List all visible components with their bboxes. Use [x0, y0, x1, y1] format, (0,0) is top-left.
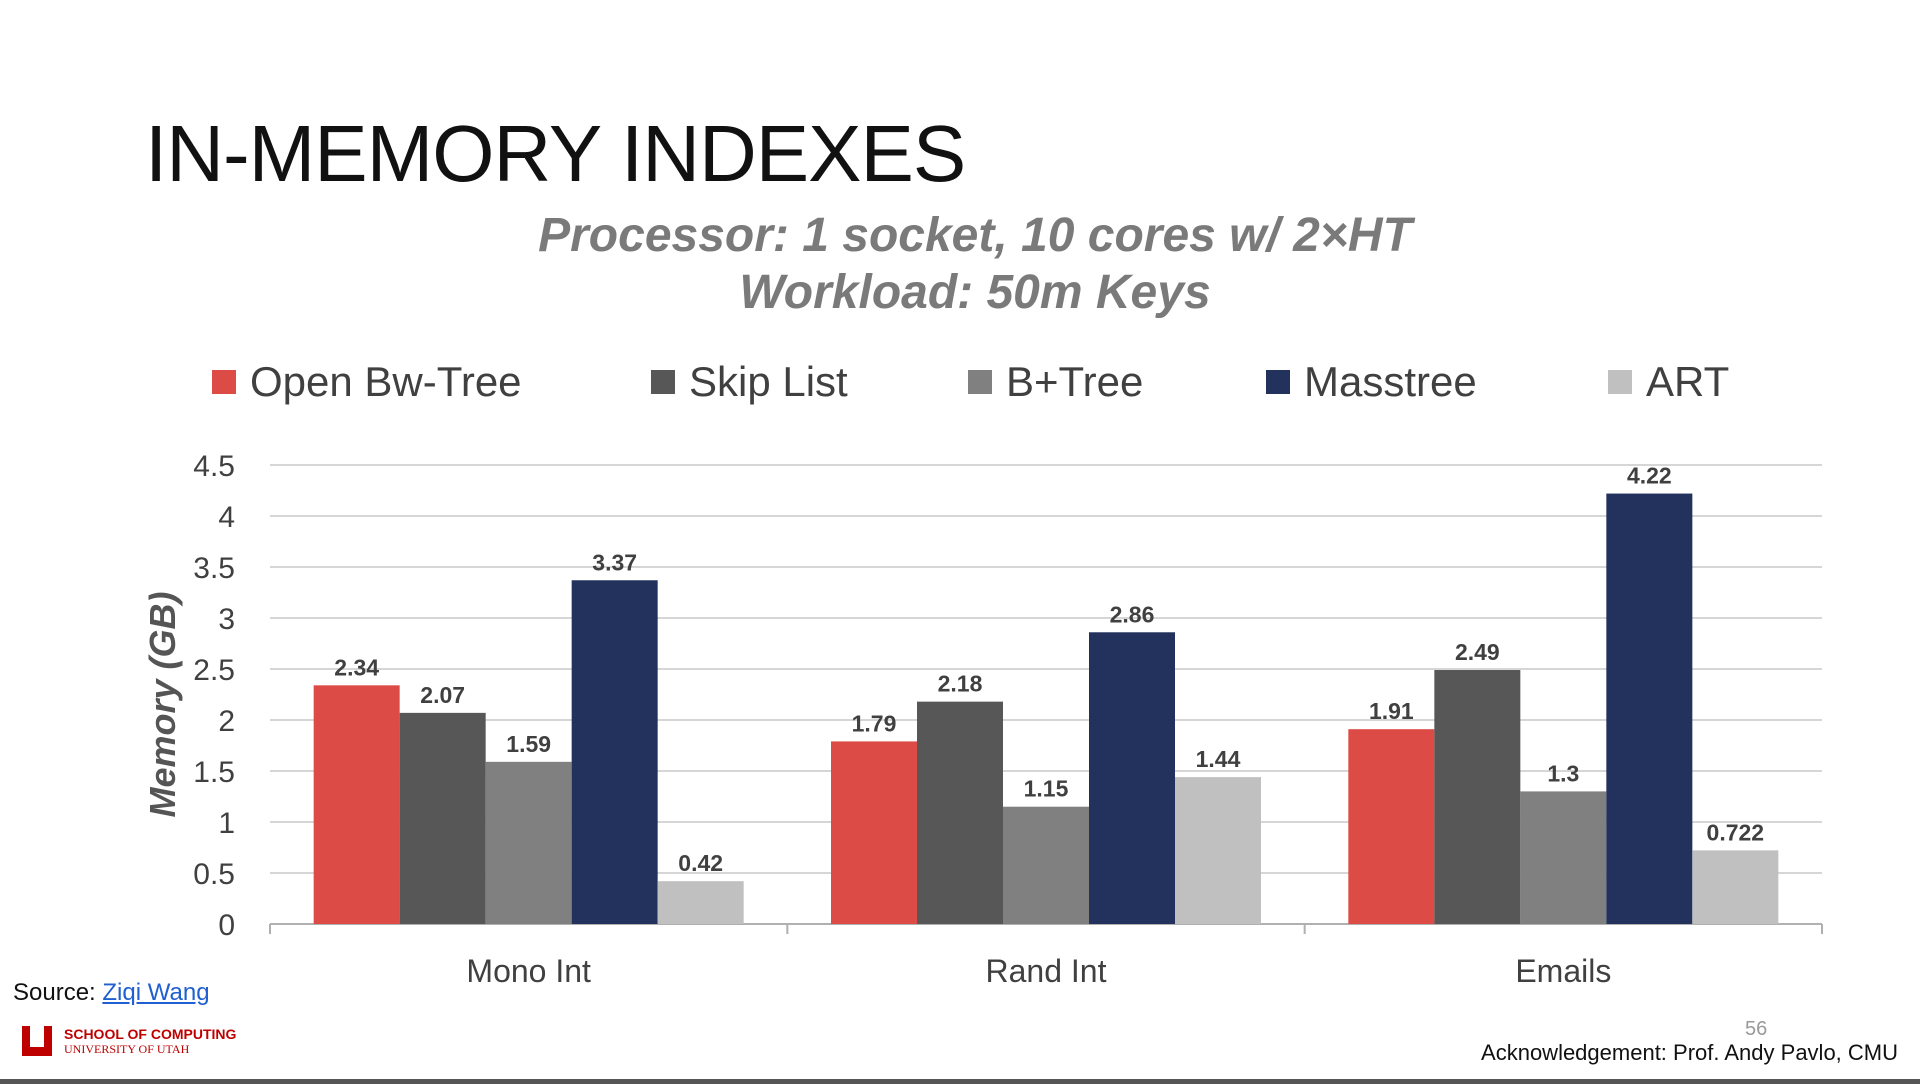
bar — [313, 685, 400, 924]
bar — [571, 580, 658, 924]
bar — [485, 761, 572, 924]
y-tick-label: 2 — [218, 705, 235, 738]
data-label: 4.22 — [1627, 463, 1672, 489]
page-number: 56 — [1745, 1018, 1768, 1040]
legend-swatch — [212, 370, 236, 394]
y-tick-label: 3.5 — [193, 552, 235, 585]
data-label: 2.86 — [1110, 601, 1155, 627]
data-label: 0.722 — [1707, 819, 1765, 845]
bottom-rule — [0, 1079, 1920, 1084]
data-label: 0.42 — [678, 850, 723, 876]
data-label: 2.34 — [334, 654, 379, 680]
y-tick-label: 1.5 — [193, 756, 235, 789]
y-tick-label: 0.5 — [193, 858, 235, 891]
data-label: 1.15 — [1024, 776, 1069, 802]
legend-swatch — [968, 370, 992, 394]
chart-subtitle-processor: Processor: 1 socket, 10 cores w/ 2×HT — [538, 209, 1412, 262]
legend-swatch — [1266, 370, 1290, 394]
bar — [1175, 777, 1261, 924]
bar — [657, 881, 744, 924]
legend-label: Skip List — [689, 358, 848, 405]
source-label: Source: — [13, 979, 96, 1006]
y-tick-label: 3 — [218, 603, 235, 636]
bar — [1520, 791, 1607, 924]
chart-subtitle-workload: Workload: 50m Keys — [739, 266, 1211, 319]
y-tick-label: 2.5 — [193, 654, 235, 687]
source-note: Source: Ziqi Wang — [13, 979, 210, 1007]
utah-u-icon — [22, 1026, 52, 1056]
y-tick-label: 1 — [218, 807, 235, 840]
logo-university-text: UNIVERSITY OF UTAH — [64, 1042, 190, 1056]
y-tick-label: 0 — [218, 909, 235, 942]
bar — [1089, 632, 1175, 924]
bar — [399, 712, 486, 924]
bar — [917, 701, 1003, 924]
data-label: 2.18 — [938, 671, 983, 697]
source-link[interactable]: Ziqi Wang — [102, 979, 210, 1006]
legend-swatch — [1608, 370, 1632, 394]
data-label: 1.3 — [1547, 760, 1579, 786]
data-label: 1.59 — [506, 731, 551, 757]
y-tick-label: 4 — [218, 501, 235, 534]
x-tick-label: Emails — [1515, 953, 1611, 989]
bar — [1434, 670, 1521, 924]
data-label: 2.07 — [420, 682, 465, 708]
legend-label: ART — [1646, 358, 1729, 405]
x-tick-label: Rand Int — [986, 953, 1107, 989]
bar — [1348, 729, 1435, 924]
bar — [1003, 806, 1089, 924]
logo-school-text: SCHOOL OF COMPUTING — [64, 1026, 237, 1042]
bar — [1692, 850, 1779, 924]
legend-label: Open Bw-Tree — [250, 358, 522, 405]
slide-title: IN-MEMORY INDEXES — [145, 109, 966, 198]
data-label: 2.49 — [1455, 639, 1500, 665]
legend-label: Masstree — [1304, 358, 1477, 405]
legend-swatch — [651, 370, 675, 394]
y-tick-label: 4.5 — [193, 450, 235, 483]
data-label: 1.91 — [1369, 698, 1414, 724]
data-label: 1.44 — [1196, 746, 1241, 772]
bar — [1606, 493, 1693, 924]
y-axis-label: Memory (GB) — [142, 591, 183, 817]
data-label: 1.79 — [852, 710, 897, 736]
acknowledgement: Acknowledgement: Prof. Andy Pavlo, CMU — [1481, 1040, 1898, 1065]
bar — [831, 741, 917, 924]
x-tick-label: Mono Int — [466, 953, 591, 989]
data-label: 3.37 — [592, 549, 637, 575]
legend-label: B+Tree — [1006, 358, 1143, 405]
university-logo: SCHOOL OF COMPUTING UNIVERSITY OF UTAH — [22, 1024, 242, 1058]
memory-bar-chart: 0 0.5 1 1.5 2 2.5 3 3.5 4 4.5 Memory (GB) 2.34 2.07 1… — [142, 358, 1823, 989]
